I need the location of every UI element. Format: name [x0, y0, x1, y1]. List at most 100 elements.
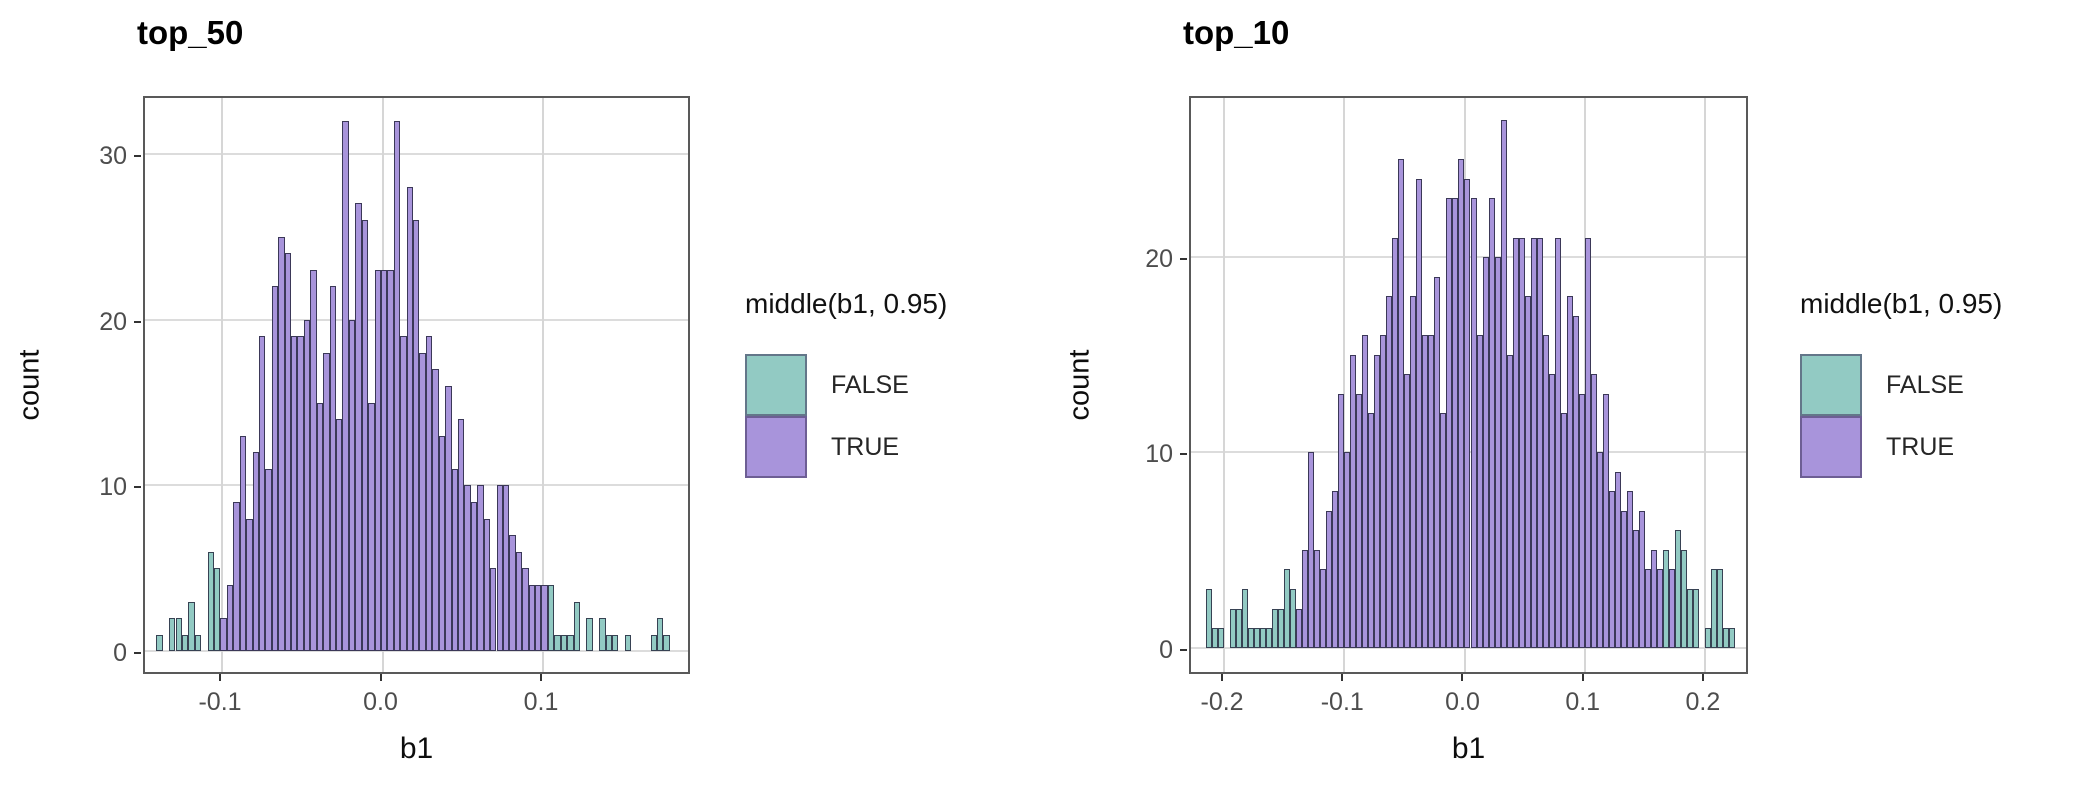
histogram-bar: [1626, 491, 1633, 648]
histogram-bar: [1596, 452, 1603, 648]
chart-top-10: top_10 count b1 middle(b1, 0.95) FALSE T…: [1050, 0, 2100, 804]
histogram-bar: [1638, 510, 1645, 648]
x-axis-tick: [1581, 674, 1584, 681]
histogram-bar: [329, 286, 336, 652]
histogram-bar: [291, 336, 298, 652]
histogram-bar: [1458, 159, 1465, 648]
histogram-bar: [297, 336, 304, 652]
histogram-bar: [1578, 393, 1585, 648]
histogram-bar: [1272, 608, 1279, 648]
y-axis-title: count: [1063, 349, 1096, 421]
histogram-bar: [1236, 608, 1243, 648]
y-axis-tick: [134, 320, 141, 323]
histogram-bar: [1656, 569, 1663, 648]
histogram-bar: [1362, 335, 1369, 648]
histogram-bar: [406, 186, 414, 652]
chart-top-50: top_50 count b1 middle(b1, 0.95) FALSE T…: [14, 0, 1045, 804]
plot-panel: [1189, 96, 1748, 674]
histogram-bar: [284, 253, 292, 652]
y-gridline: [1191, 646, 1746, 649]
histogram-bar: [156, 634, 163, 652]
histogram-bar: [380, 269, 388, 652]
histogram-bar: [509, 535, 516, 652]
histogram-bar: [599, 618, 606, 652]
legend-swatch-true: [745, 416, 807, 478]
histogram-bar: [445, 385, 452, 652]
y-axis-tick: [134, 154, 141, 157]
histogram-bar: [522, 568, 529, 652]
histogram-bar: [1332, 491, 1339, 648]
histogram-bar: [1302, 549, 1309, 648]
histogram-bar: [278, 236, 285, 652]
histogram-bar: [1554, 237, 1561, 648]
histogram-bar: [1416, 178, 1423, 648]
histogram-bar: [663, 634, 670, 652]
x-tick-label: 0.0: [1445, 688, 1480, 716]
histogram-bar: [612, 634, 619, 652]
x-tick-label: 0.1: [1565, 688, 1601, 716]
histogram-bar: [1488, 198, 1495, 648]
x-gridline: [1703, 98, 1706, 672]
histogram-bar: [1644, 569, 1651, 648]
legend: middle(b1, 0.95) FALSE TRUE: [745, 0, 1045, 804]
histogram-bar: [624, 634, 632, 652]
legend-swatch-false: [1800, 354, 1862, 416]
histogram-bar: [1212, 628, 1219, 648]
histogram-bar: [1410, 296, 1417, 648]
histogram-bar: [1398, 159, 1405, 648]
x-tick-label: -0.1: [1320, 688, 1364, 716]
histogram-bar: [1266, 628, 1273, 648]
y-axis-tick: [1180, 453, 1187, 456]
histogram-bar: [477, 485, 484, 652]
histogram-bar: [310, 269, 317, 652]
histogram-bar: [1614, 471, 1621, 648]
y-gridline: [145, 650, 688, 653]
histogram-bar: [1500, 120, 1507, 648]
histogram-bar: [586, 618, 593, 652]
histogram-bar: [1380, 335, 1387, 648]
histogram-bar: [181, 634, 189, 652]
histogram-bar: [470, 502, 478, 652]
histogram-bar: [400, 336, 407, 652]
histogram-bar: [220, 618, 227, 652]
histogram-bar: [1506, 354, 1513, 648]
x-axis-title: b1: [1451, 732, 1486, 765]
histogram-bar: [1512, 237, 1519, 648]
histogram-bar: [348, 319, 356, 652]
histogram-bar: [457, 419, 465, 652]
histogram-bar: [1206, 589, 1213, 648]
histogram-bar: [1284, 569, 1291, 648]
histogram-bar: [1608, 491, 1615, 648]
histogram-bar: [233, 502, 240, 652]
histogram-bar: [387, 269, 394, 652]
histogram-bar: [1692, 589, 1699, 648]
histogram-bar: [1446, 198, 1453, 648]
plot-title: top_10: [1183, 14, 1290, 51]
histogram-bar: [1590, 374, 1597, 648]
y-tick-label: 10: [1145, 440, 1173, 469]
histogram-bar: [1452, 198, 1459, 648]
histogram-bar: [1218, 628, 1225, 648]
histogram-bar: [214, 568, 221, 652]
histogram-bar: [1602, 393, 1609, 648]
legend-label-false: FALSE: [1886, 371, 1964, 399]
histogram-bar: [1518, 237, 1525, 648]
x-gridline: [1343, 98, 1346, 672]
x-tick-label: 0.2: [1685, 688, 1721, 716]
histogram-bar: [1674, 530, 1681, 648]
histogram-bar: [194, 634, 202, 652]
histogram-bar: [342, 120, 349, 652]
plot-panel: [143, 96, 690, 674]
x-axis-tick: [1701, 674, 1704, 681]
legend-label-false: FALSE: [831, 371, 909, 399]
histogram-bar: [1392, 237, 1399, 648]
x-axis-title: b1: [399, 732, 434, 765]
histogram-bar: [1566, 296, 1573, 648]
histogram-bar: [1560, 413, 1567, 648]
x-gridline: [221, 98, 223, 672]
histogram-bar: [1248, 628, 1255, 648]
histogram-bar: [1482, 257, 1489, 648]
legend-label-true: TRUE: [1886, 433, 1955, 461]
x-axis-tick: [1221, 674, 1224, 681]
